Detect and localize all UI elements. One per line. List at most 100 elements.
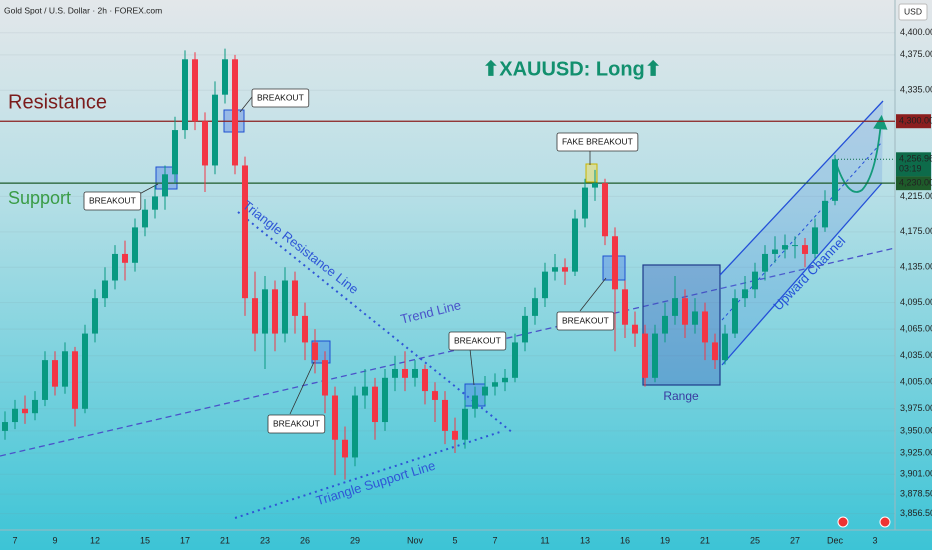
x-tick-label: 7 bbox=[12, 535, 17, 545]
candle-body bbox=[2, 422, 8, 431]
candle-body bbox=[662, 315, 668, 334]
level-label: 4,230.00 bbox=[899, 178, 932, 188]
candle-body bbox=[392, 368, 398, 378]
candle-body bbox=[82, 333, 88, 409]
y-tick-label: 3,901.00 bbox=[900, 469, 932, 479]
candle-body bbox=[262, 289, 268, 334]
candle-body bbox=[102, 280, 108, 299]
y-tick-label: 3,975.00 bbox=[900, 403, 932, 413]
candle-body bbox=[112, 253, 118, 281]
y-tick-label: 3,856.50 bbox=[900, 508, 932, 518]
x-tick-label: 17 bbox=[180, 535, 190, 545]
y-tick-label: 4,175.00 bbox=[900, 226, 932, 236]
candle-body bbox=[282, 280, 288, 334]
candle-body bbox=[42, 360, 48, 400]
candle-body bbox=[532, 298, 538, 316]
connector bbox=[239, 96, 253, 113]
candle-body bbox=[782, 245, 788, 250]
candle-body bbox=[222, 59, 228, 95]
x-tick-label: 16 bbox=[620, 535, 630, 545]
candle-body bbox=[572, 218, 578, 272]
candle-body bbox=[152, 196, 158, 210]
candle-body bbox=[62, 351, 68, 387]
candle-body bbox=[432, 391, 438, 400]
x-tick-label: 19 bbox=[660, 535, 670, 545]
candle-body bbox=[182, 59, 188, 131]
x-tick-label: 13 bbox=[580, 535, 590, 545]
candle-body bbox=[492, 382, 498, 387]
x-tick-label: 29 bbox=[350, 535, 360, 545]
candle-body bbox=[512, 342, 518, 378]
candle-body bbox=[682, 298, 688, 325]
candle-body bbox=[452, 430, 458, 440]
candle-body bbox=[542, 271, 548, 299]
candle-body bbox=[602, 183, 608, 237]
y-tick-label: 4,135.00 bbox=[900, 262, 932, 272]
candle-body bbox=[322, 360, 328, 396]
x-tick-label: 26 bbox=[300, 535, 310, 545]
candle-body bbox=[72, 351, 78, 409]
candle-body bbox=[92, 298, 98, 334]
x-tick-label: 21 bbox=[700, 535, 710, 545]
candle-body bbox=[592, 183, 598, 188]
candle-body bbox=[502, 377, 508, 383]
annotation-box bbox=[448, 331, 507, 351]
y-tick-label: 4,400.00 bbox=[900, 27, 932, 37]
candle-body bbox=[232, 59, 238, 166]
level-label-box bbox=[896, 176, 931, 191]
channel-lower bbox=[721, 182, 883, 366]
y-tick-label: 4,375.00 bbox=[900, 49, 932, 59]
chart-title: ⬆XAUUSD: Long⬆ bbox=[482, 58, 661, 80]
candle-body bbox=[792, 245, 798, 247]
candle-body bbox=[632, 324, 638, 334]
connector bbox=[579, 277, 607, 312]
candle-body bbox=[582, 187, 588, 219]
annotation-box bbox=[267, 414, 326, 434]
x-tick-label: 5 bbox=[452, 535, 457, 545]
candle-body bbox=[252, 298, 258, 334]
candle-body bbox=[192, 59, 198, 122]
annotation-box bbox=[251, 88, 310, 108]
currency: USD bbox=[904, 6, 922, 16]
candle-body bbox=[772, 249, 778, 254]
candle-body bbox=[382, 377, 388, 423]
candle-body bbox=[172, 130, 178, 175]
level-label-box bbox=[896, 114, 931, 129]
candle-body bbox=[672, 298, 678, 316]
x-tick-label: 21 bbox=[220, 535, 230, 545]
candle-body bbox=[732, 298, 738, 334]
candle-body bbox=[552, 267, 558, 272]
y-tick-label: 3,925.00 bbox=[900, 447, 932, 457]
annotation: BREAKOUT bbox=[562, 315, 609, 325]
candle-body bbox=[482, 386, 488, 396]
x-tick-label: 15 bbox=[140, 535, 150, 545]
annotation: BREAKOUT bbox=[273, 418, 320, 428]
header: Gold Spot / U.S. Dollar · 2h · FOREX.com bbox=[4, 5, 162, 15]
y-tick-label: 3,950.00 bbox=[900, 425, 932, 435]
level-label: 4,300.00 bbox=[899, 116, 932, 126]
x-tick-label: 23 bbox=[260, 535, 270, 545]
candle-body bbox=[32, 399, 38, 414]
x-tick-label: 7 bbox=[492, 535, 497, 545]
candle-body bbox=[342, 439, 348, 458]
y-tick-label: 4,095.00 bbox=[900, 297, 932, 307]
y-tick-label: 4,065.00 bbox=[900, 324, 932, 334]
x-tick-label: 3 bbox=[872, 535, 877, 545]
candle-body bbox=[722, 333, 728, 361]
candle-body bbox=[412, 368, 418, 378]
annotation: FAKE BREAKOUT bbox=[562, 136, 633, 146]
annotation-box bbox=[83, 191, 142, 211]
candle-body bbox=[802, 245, 808, 254]
candle-body bbox=[752, 271, 758, 290]
candle-body bbox=[132, 227, 138, 263]
channel-upper bbox=[719, 100, 884, 276]
candle-body bbox=[202, 121, 208, 166]
candle-body bbox=[762, 253, 768, 272]
line-label: Range bbox=[663, 389, 699, 403]
x-tick-label: 27 bbox=[790, 535, 800, 545]
annotation: BREAKOUT bbox=[454, 335, 501, 345]
x-tick-label: 25 bbox=[750, 535, 760, 545]
candle-body bbox=[332, 395, 338, 440]
candle-body bbox=[372, 386, 378, 423]
